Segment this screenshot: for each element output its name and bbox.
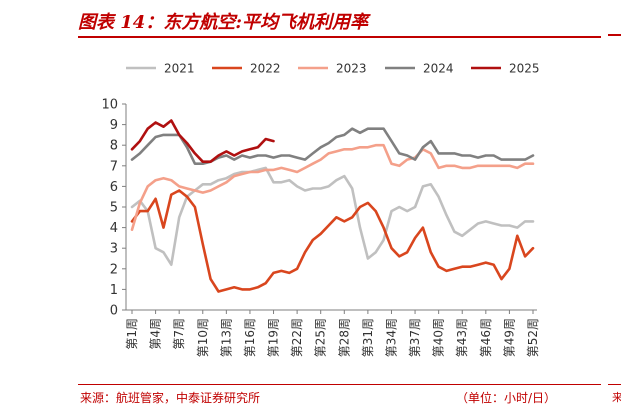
- source-note: 来源：航班管家，中泰证券研究所: [80, 391, 261, 405]
- y-tick-label: 6: [110, 180, 118, 195]
- title-rule: [78, 36, 601, 38]
- x-tick-label: 第49周: [502, 318, 516, 357]
- series-line-2021: [130, 166, 535, 267]
- legend-label-2024: 2024: [423, 62, 454, 76]
- title-bar: 图表 14：东方航空:平均飞机利用率: [78, 6, 601, 38]
- y-tick-label: 4: [110, 221, 118, 236]
- y-tick-label: 0: [110, 304, 118, 319]
- y-tick-label: 10: [101, 98, 118, 113]
- y-tick-label: 9: [110, 118, 118, 133]
- x-tick-label: 第10周: [196, 318, 210, 357]
- legend-label-2025: 2025: [509, 62, 540, 76]
- x-tick-label: 第52周: [526, 318, 540, 357]
- right-edge-rule: [608, 34, 621, 36]
- y-tick-label: 7: [110, 159, 118, 174]
- x-tick-label: 第28周: [337, 318, 351, 357]
- x-tick-label: 第22周: [290, 318, 304, 357]
- y-tick-label: 8: [110, 139, 118, 154]
- legend-label-2021: 2021: [164, 62, 195, 76]
- x-tick-label: 第4周: [149, 318, 163, 350]
- x-tick-label: 第25周: [314, 318, 328, 357]
- x-tick-label: 第31周: [361, 318, 375, 357]
- legend-label-2022: 2022: [250, 62, 281, 76]
- footer-rule: [78, 384, 601, 385]
- series-line-2024: [130, 127, 535, 165]
- series-line-2023: [130, 143, 535, 231]
- y-tick-label: 5: [110, 201, 118, 216]
- x-tick-label: 第16周: [243, 318, 257, 357]
- x-tick-label: 第37周: [408, 318, 422, 357]
- x-tick-label: 第34周: [384, 318, 398, 357]
- x-tick-label: 第19周: [267, 318, 281, 357]
- x-tick-label: 第1周: [125, 318, 139, 350]
- x-tick-label: 第13周: [219, 318, 233, 357]
- y-tick-label: 3: [110, 242, 118, 257]
- x-tick-label: 第46周: [479, 318, 493, 357]
- right-footer-rule: [608, 384, 621, 385]
- axes: 0 1 2 3 4 5 6 7 8 9 10 第1周 第4周 第7周 第10周 第13周 第16周 第19周 第22…: [101, 98, 540, 358]
- legend-label-2023: 2023: [336, 62, 367, 76]
- series-line-2022: [130, 189, 535, 293]
- series-line-2025: [130, 119, 275, 163]
- x-tick-label: 第40周: [432, 318, 446, 357]
- y-tick-label: 2: [110, 262, 118, 277]
- series-group: [130, 119, 535, 293]
- chart-title: 图表 14：东方航空:平均飞机利用率: [78, 12, 368, 33]
- y-tick-label: 1: [110, 283, 118, 298]
- legend: 2021 2022 2023 2024 2025: [126, 62, 540, 76]
- cut-off-fragment: 来: [612, 391, 621, 404]
- x-tick-label: 第7周: [172, 318, 186, 350]
- unit-note: （单位：小时/日）: [455, 391, 556, 405]
- line-chart: 2021 2022 2023 2024 2025 012345678910第1周 第4周第…: [101, 62, 540, 358]
- x-tick-label: 第43周: [455, 318, 469, 357]
